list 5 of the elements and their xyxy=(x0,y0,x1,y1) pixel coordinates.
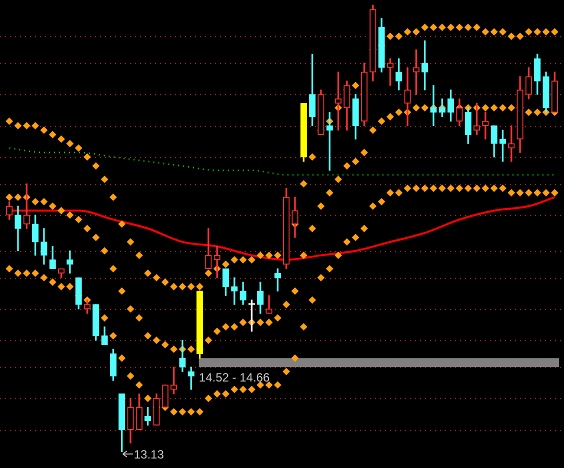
band-label: 14.52 - 14.66 xyxy=(198,370,270,384)
candlestick xyxy=(430,85,437,126)
candlestick xyxy=(482,112,489,140)
candlestick xyxy=(66,250,74,274)
annotation: 13.13 xyxy=(134,447,164,462)
